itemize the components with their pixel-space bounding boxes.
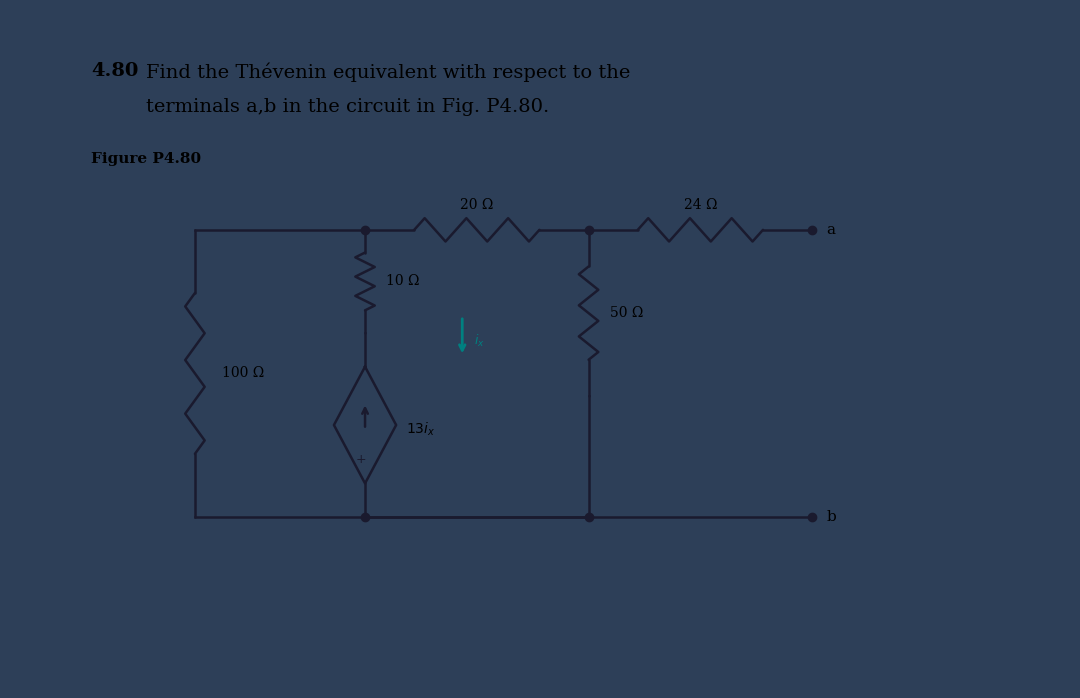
Text: a: a [827, 223, 836, 237]
Text: 20 Ω: 20 Ω [460, 198, 494, 212]
Text: Figure P4.80: Figure P4.80 [91, 151, 201, 165]
Text: terminals a,b in the circuit in Fig. P4.80.: terminals a,b in the circuit in Fig. P4.… [147, 98, 550, 116]
Text: Find the Thévenin equivalent with respect to the: Find the Thévenin equivalent with respec… [147, 62, 631, 82]
Text: b: b [827, 510, 837, 524]
Text: $i_x$: $i_x$ [474, 332, 485, 348]
Text: +: + [355, 452, 366, 466]
Text: 4.80: 4.80 [91, 62, 138, 80]
Text: 100 Ω: 100 Ω [222, 366, 265, 380]
Text: $13i_x$: $13i_x$ [406, 421, 435, 438]
Text: 10 Ω: 10 Ω [387, 274, 420, 288]
Text: 24 Ω: 24 Ω [684, 198, 717, 212]
Text: 50 Ω: 50 Ω [610, 306, 644, 320]
